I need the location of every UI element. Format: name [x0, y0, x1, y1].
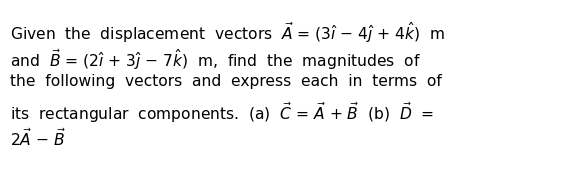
Text: 2$\vec{A}$ $-$ $\vec{B}$: 2$\vec{A}$ $-$ $\vec{B}$	[10, 128, 66, 149]
Text: its  rectangular  components.  (a)  $\vec{C}$ = $\vec{A}$ + $\vec{B}$  (b)  $\ve: its rectangular components. (a) $\vec{C}…	[10, 101, 434, 125]
Text: and  $\vec{B}$ = (2$\hat{\imath}$ + 3$\hat{\jmath}$ $-$ 7$\hat{k}$)  m,  find  t: and $\vec{B}$ = (2$\hat{\imath}$ + 3$\ha…	[10, 47, 420, 72]
Text: the  following  vectors  and  express  each  in  terms  of: the following vectors and express each i…	[10, 74, 442, 89]
Text: Given  the  displacement  vectors  $\vec{A}$ = (3$\hat{\imath}$ $-$ 4$\hat{\jmat: Given the displacement vectors $\vec{A}$…	[10, 20, 446, 45]
